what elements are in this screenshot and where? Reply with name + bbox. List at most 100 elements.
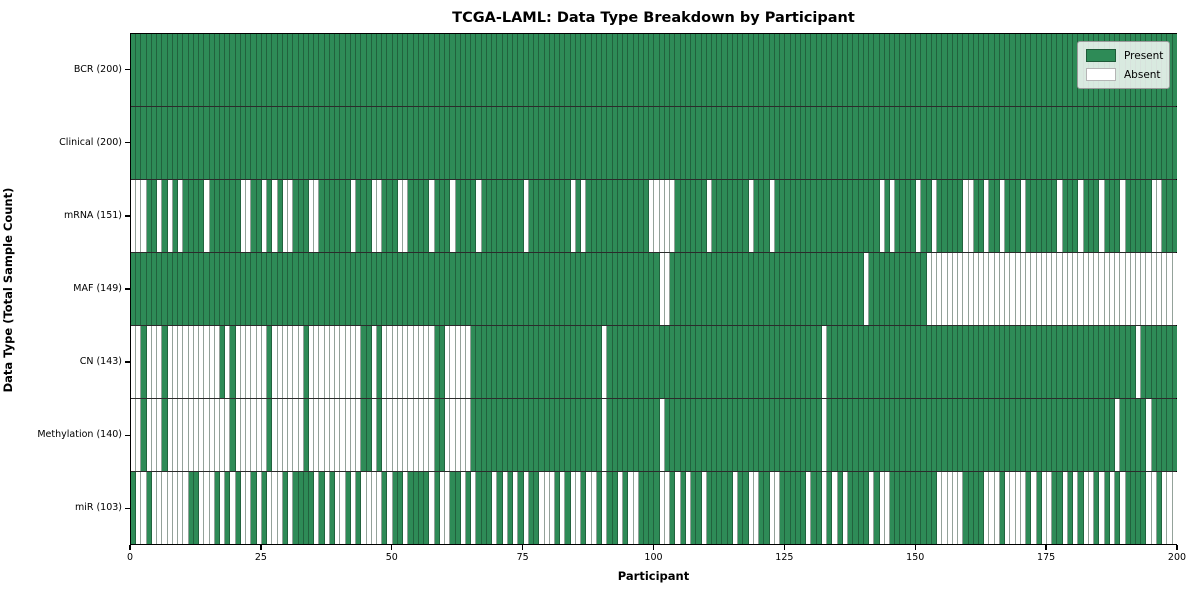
heatmap-cell: [785, 107, 791, 179]
heatmap-cell: [837, 399, 843, 471]
heatmap-cell: [801, 34, 807, 106]
heatmap-cell: [151, 107, 158, 179]
heatmap-cell: [1073, 107, 1079, 179]
heatmap-cell: [445, 326, 451, 398]
heatmap-cell: [780, 472, 786, 544]
legend-item-present: Present: [1086, 49, 1163, 62]
heatmap-cell: [408, 399, 414, 471]
heatmap-cell: [612, 472, 618, 544]
heatmap-cell: [235, 472, 241, 544]
heatmap-cell: [246, 472, 252, 544]
heatmap-cell: [272, 326, 278, 398]
heatmap-cell: [141, 34, 147, 106]
heatmap-cell: [288, 253, 294, 325]
heatmap-cell: [486, 326, 493, 398]
heatmap-cell: [769, 399, 775, 471]
heatmap-cell: [1099, 326, 1105, 398]
heatmap-cell: [235, 107, 241, 179]
heatmap-cell: [832, 107, 838, 179]
heatmap-cell: [193, 472, 200, 544]
heatmap-cell: [602, 253, 608, 325]
heatmap-cell: [172, 253, 179, 325]
heatmap-cell: [439, 399, 446, 471]
heatmap-cell: [397, 34, 404, 106]
heatmap-cell: [994, 180, 1000, 252]
heatmap-cell: [691, 399, 697, 471]
heatmap-cell: [649, 326, 655, 398]
heatmap-cell: [811, 180, 817, 252]
heatmap-cell: [921, 472, 927, 544]
heatmap-cell: [602, 34, 608, 106]
heatmap-cell: [1115, 472, 1121, 544]
heatmap-cell: [382, 34, 388, 106]
heatmap-cell: [324, 180, 330, 252]
heatmap-cell: [670, 472, 676, 544]
heatmap-cell: [984, 180, 990, 252]
heatmap-cell: [858, 472, 864, 544]
heatmap-cell: [366, 180, 372, 252]
heatmap-cell: [204, 326, 210, 398]
heatmap-cell: [371, 399, 378, 471]
heatmap-cell: [1015, 253, 1021, 325]
heatmap-cell: [1083, 472, 1089, 544]
heatmap-cell: [246, 399, 252, 471]
heatmap-cell: [1015, 107, 1021, 179]
heatmap-cell: [581, 34, 587, 106]
heatmap-cell: [141, 472, 147, 544]
heatmap-cell: [947, 253, 953, 325]
heatmap-cell: [329, 34, 336, 106]
heatmap-cell: [377, 107, 383, 179]
heatmap-cell: [356, 34, 362, 106]
heatmap-cell: [921, 180, 927, 252]
heatmap-cell: [335, 253, 341, 325]
heatmap-cell: [895, 326, 901, 398]
heatmap-cell: [984, 34, 990, 106]
x-tick-label: 125: [775, 552, 794, 563]
heatmap-cell: [392, 34, 398, 106]
heatmap-cell: [816, 34, 822, 106]
heatmap-cell: [1162, 180, 1168, 252]
heatmap-cell: [151, 34, 158, 106]
heatmap-cell: [1136, 472, 1142, 544]
heatmap-cell: [298, 399, 304, 471]
heatmap-cell: [1130, 399, 1136, 471]
heatmap-cell: [1146, 326, 1152, 398]
heatmap-cell: [931, 253, 938, 325]
heatmap-cell: [335, 107, 341, 179]
heatmap-cell: [675, 399, 681, 471]
heatmap-cell: [607, 472, 613, 544]
heatmap-cell: [131, 253, 137, 325]
heatmap-cell: [131, 472, 137, 544]
heatmap-cell: [1031, 180, 1037, 252]
heatmap-cell: [701, 34, 707, 106]
heatmap-cell: [361, 107, 367, 179]
heatmap-cell: [1104, 399, 1110, 471]
heatmap-cell: [832, 472, 838, 544]
heatmap-cell: [827, 107, 833, 179]
heatmap-cell: [1115, 326, 1121, 398]
heatmap-cell: [926, 472, 932, 544]
heatmap-cell: [298, 472, 304, 544]
heatmap-cell: [596, 180, 603, 252]
heatmap-cell: [392, 180, 398, 252]
heatmap-cell: [853, 253, 859, 325]
heatmap-cell: [303, 34, 309, 106]
heatmap-cell: [1136, 253, 1142, 325]
heatmap-cell: [581, 180, 587, 252]
heatmap-cell: [497, 180, 503, 252]
heatmap-cell: [748, 326, 754, 398]
heatmap-cell: [1136, 107, 1142, 179]
heatmap-cell: [366, 326, 372, 398]
heatmap-cell: [1062, 180, 1068, 252]
heatmap-cell: [324, 399, 330, 471]
heatmap-cell: [131, 34, 137, 106]
heatmap-cell: [1115, 107, 1121, 179]
heatmap-cell: [1052, 180, 1058, 252]
heatmap-cell: [261, 472, 268, 544]
heatmap-cell: [199, 253, 205, 325]
heatmap-cell: [570, 472, 576, 544]
heatmap-cell: [869, 399, 875, 471]
heatmap-cell: [706, 399, 713, 471]
heatmap-cell: [502, 34, 508, 106]
heatmap-cell: [445, 107, 451, 179]
